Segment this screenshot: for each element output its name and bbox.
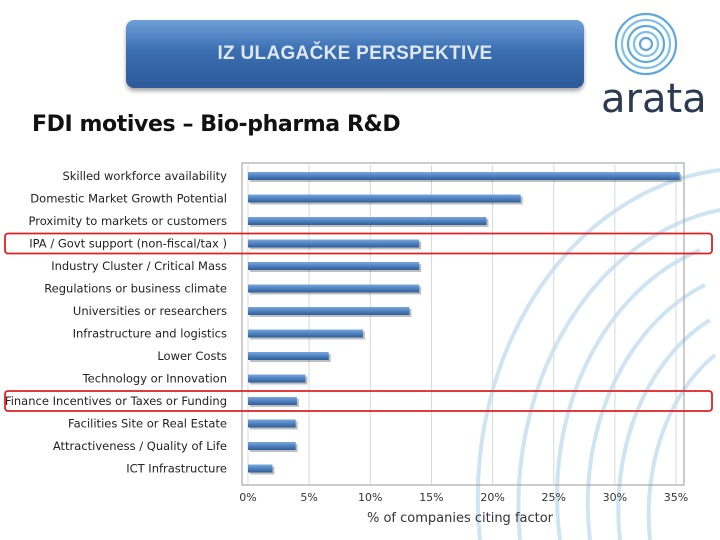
category-label: Lower Costs [157,349,227,363]
header-banner: IZ ULAGAČKE PERSPEKTIVE [126,20,584,88]
logo-text: arata [601,76,707,122]
x-tick-label: 0% [239,491,256,504]
category-label: Industry Cluster / Critical Mass [51,259,227,273]
x-tick-label: 20% [480,491,504,504]
x-tick-label: 10% [358,491,382,504]
banner-title: IZ ULAGAČKE PERSPEKTIVE [217,43,493,64]
category-label: Domestic Market Growth Potential [30,192,227,206]
category-label: Universities or researchers [73,304,227,318]
category-label: Regulations or business climate [44,282,227,296]
x-tick-label: 15% [419,491,443,504]
bars [248,172,682,475]
bar [248,284,420,293]
bar [248,352,329,360]
bar [248,464,273,473]
bar [248,172,680,180]
page-title: FDI motives – Bio-pharma R&D [32,112,401,137]
plot-area [241,162,685,486]
highlight-box [4,390,713,412]
bar [248,419,296,428]
bar [248,329,363,338]
gridlines [247,165,677,484]
category-labels: Skilled workforce availability Domestic M… [5,169,227,476]
highlight-box [4,232,713,255]
category-label: Finance Incentives or Taxes or Funding [5,394,227,408]
x-tick-label: 5% [300,491,317,504]
x-tick-labels: 0% 5% 10% 15% 20% 25% 30% 35% [239,491,688,504]
bar [248,194,521,203]
x-tick-label: 30% [603,491,627,504]
x-axis-label: % of companies citing factor [367,511,554,526]
category-label: Skilled workforce availability [62,169,227,183]
category-label: Technology or Innovation [82,372,227,386]
highlight-boxes [4,232,713,412]
bar [248,239,420,248]
bar [248,442,296,450]
x-tick-label: 25% [541,491,565,504]
category-label: Attractiveness / Quality of Life [53,439,227,453]
bar [248,397,297,405]
bar [248,217,487,225]
bar [248,262,420,270]
arata-logo-icon [614,12,678,76]
category-label: Proximity to markets or customers [29,214,227,228]
x-tick-label: 35% [664,491,688,504]
bar [248,374,306,383]
category-label: Facilities Site or Real Estate [68,417,227,431]
category-label: ICT Infrastructure [126,462,227,476]
category-label: Infrastructure and logistics [73,327,227,341]
category-label: IPA / Govt support (non-fiscal/tax ) [29,237,227,251]
bar [248,307,410,315]
